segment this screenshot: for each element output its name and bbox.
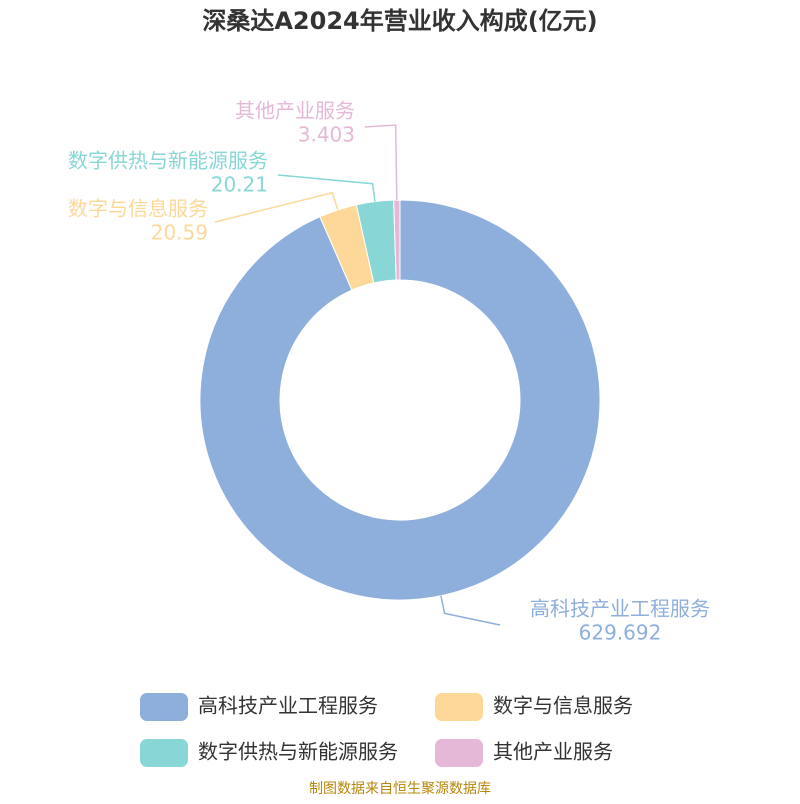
slice-label: 其他产业服务 <box>235 99 355 123</box>
slice-label: 数字与信息服务 <box>68 197 208 221</box>
legend-label: 高科技产业工程服务 <box>198 694 378 718</box>
legend-label: 其他产业服务 <box>493 740 613 764</box>
chart-title: 深桑达A2024年营业收入构成(亿元) <box>202 7 597 35</box>
slice-value: 3.403 <box>298 123 355 147</box>
donut-slice <box>393 199 401 281</box>
leader-line <box>440 595 501 626</box>
leader-line <box>277 174 376 202</box>
source-note: 制图数据来自恒生聚源数据库 <box>309 781 491 797</box>
legend-label: 数字供热与新能源服务 <box>198 740 398 764</box>
slice-value: 629.692 <box>579 621 662 645</box>
legend-label: 数字与信息服务 <box>493 694 633 718</box>
donut-slice <box>199 199 601 601</box>
legend-swatch <box>140 739 188 767</box>
legend-swatch <box>140 693 188 721</box>
leader-line <box>214 191 339 223</box>
slice-label: 数字供热与新能源服务 <box>68 149 268 173</box>
slice-label: 高科技产业工程服务 <box>530 597 710 621</box>
legend-swatch <box>435 693 483 721</box>
leader-line <box>364 124 398 201</box>
slice-value: 20.59 <box>151 221 208 245</box>
legend-swatch <box>435 739 483 767</box>
slice-value: 20.21 <box>211 173 268 197</box>
